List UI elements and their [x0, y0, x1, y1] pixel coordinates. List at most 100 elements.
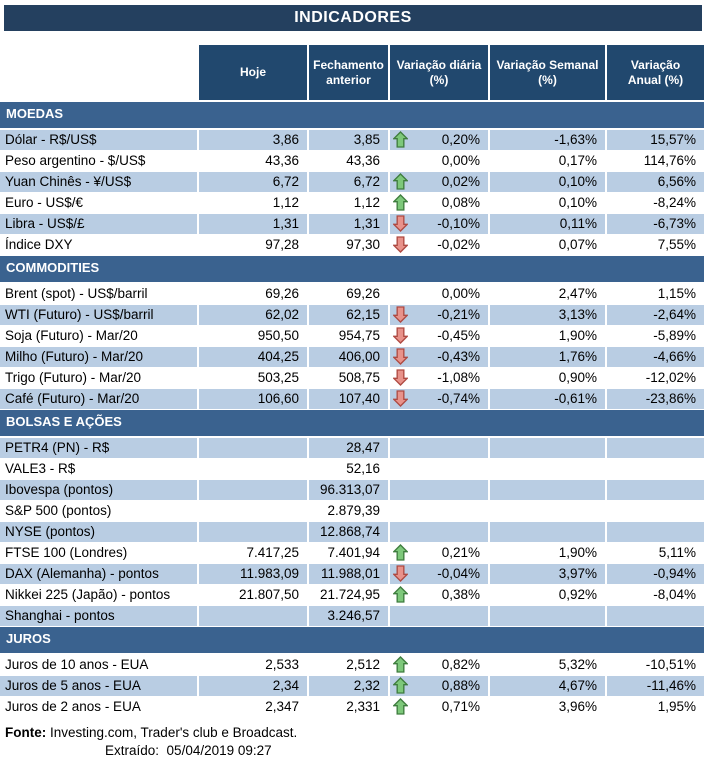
variacao-semanal-value — [490, 438, 607, 458]
table-row: Dólar - R$/US$ 3,86 3,85 0,20% -1,63% 15,57% — [0, 130, 704, 150]
variacao-semanal-value — [490, 522, 607, 542]
variacao-anual-value: -5,89% — [607, 326, 704, 346]
up-arrow-icon — [392, 677, 409, 696]
variacao-diaria-value: -0,21% — [390, 305, 490, 325]
extracted-label: Extraído: — [105, 743, 160, 758]
fechamento-anterior-value: 954,75 — [309, 326, 390, 346]
table-row: DAX (Alemanha) - pontos 11.983,09 11.988,0… — [0, 564, 704, 584]
table-row: Trigo (Futuro) - Mar/20 503,25 508,75 -1,08… — [0, 368, 704, 388]
variacao-semanal-value: 3,96% — [490, 697, 607, 717]
up-arrow-icon — [392, 173, 409, 192]
variacao-diaria-value: 0,88% — [390, 676, 490, 696]
variacao-semanal-value: 2,47% — [490, 284, 607, 304]
row-label: Yuan Chinês - ¥/US$ — [0, 172, 199, 192]
variacao-anual-value: -12,02% — [607, 368, 704, 388]
hoje-value: 69,26 — [199, 284, 309, 304]
row-label: Brent (spot) - US$/barril — [0, 284, 199, 304]
fechamento-anterior-value: 97,30 — [309, 235, 390, 255]
variacao-anual-value: -10,51% — [607, 655, 704, 675]
fechamento-anterior-value: 3.246,57 — [309, 606, 390, 626]
table-row: Juros de 5 anos - EUA 2,34 2,32 0,88% 4,67% -… — [0, 676, 704, 696]
fechamento-anterior-value: 11.988,01 — [309, 564, 390, 584]
row-label: Shanghai - pontos — [0, 606, 199, 626]
variacao-anual-value: 1,95% — [607, 697, 704, 717]
fechamento-anterior-value: 2.879,39 — [309, 501, 390, 521]
fechamento-anterior-value: 69,26 — [309, 284, 390, 304]
variacao-diaria-value: 0,82% — [390, 655, 490, 675]
variacao-anual-value: -8,04% — [607, 585, 704, 605]
variacao-diaria-value — [390, 522, 490, 542]
variacao-semanal-value: -0,61% — [490, 389, 607, 409]
table-row: NYSE (pontos) 12.868,74 — [0, 522, 704, 542]
hoje-value: 43,36 — [199, 151, 309, 171]
variacao-anual-value — [607, 459, 704, 479]
fechamento-anterior-value: 1,31 — [309, 214, 390, 234]
variacao-diaria-value — [390, 480, 490, 500]
variacao-anual-value: 7,55% — [607, 235, 704, 255]
fechamento-anterior-value: 1,12 — [309, 193, 390, 213]
row-label: Juros de 5 anos - EUA — [0, 676, 199, 696]
header-spacer — [0, 45, 199, 100]
fechamento-anterior-value: 7.401,94 — [309, 543, 390, 563]
footer: Fonte: Investing.com, Trader's club e Br… — [0, 724, 704, 759]
row-label: Dólar - R$/US$ — [0, 130, 199, 150]
table-row: Euro - US$/€ 1,12 1,12 0,08% 0,10% -8,24% — [0, 193, 704, 213]
table-row: S&P 500 (pontos) 2.879,39 — [0, 501, 704, 521]
variacao-diaria-value: -0,04% — [390, 564, 490, 584]
down-arrow-icon — [392, 565, 409, 584]
section-header-commodities: COMMODITIES — [0, 256, 704, 282]
variacao-anual-value — [607, 438, 704, 458]
down-arrow-icon — [392, 236, 409, 255]
variacao-semanal-value: 1,90% — [490, 326, 607, 346]
hoje-value: 950,50 — [199, 326, 309, 346]
section-header-juros: JUROS — [0, 627, 704, 653]
variacao-anual-value: -2,64% — [607, 305, 704, 325]
table-row: Brent (spot) - US$/barril 69,26 69,26 0,00%… — [0, 284, 704, 304]
hoje-value — [199, 480, 309, 500]
variacao-semanal-value: 3,13% — [490, 305, 607, 325]
column-header-variacao_diaria: Variação diária (%) — [390, 45, 490, 100]
variacao-diaria-value — [390, 459, 490, 479]
table-row: Ibovespa (pontos) 96.313,07 — [0, 480, 704, 500]
row-label: Nikkei 225 (Japão) - pontos — [0, 585, 199, 605]
row-label: FTSE 100 (Londres) — [0, 543, 199, 563]
variacao-anual-value: -8,24% — [607, 193, 704, 213]
up-arrow-icon — [392, 586, 409, 605]
variacao-diaria-value: 0,08% — [390, 193, 490, 213]
up-arrow-icon — [392, 656, 409, 675]
column-header-fechamento_anterior: Fechamento anterior — [309, 45, 390, 100]
variacao-diaria-value: 0,00% — [390, 284, 490, 304]
section-header-moedas: MOEDAS — [0, 102, 704, 128]
variacao-diaria-value: 0,00% — [390, 151, 490, 171]
fechamento-anterior-value: 2,32 — [309, 676, 390, 696]
variacao-semanal-value: 5,32% — [490, 655, 607, 675]
row-label: Euro - US$/€ — [0, 193, 199, 213]
hoje-value — [199, 522, 309, 542]
table-row: Yuan Chinês - ¥/US$ 6,72 6,72 0,02% 0,10% 6,5… — [0, 172, 704, 192]
fechamento-anterior-value: 43,36 — [309, 151, 390, 171]
variacao-anual-value: 114,76% — [607, 151, 704, 171]
variacao-semanal-value: 0,10% — [490, 172, 607, 192]
variacao-diaria-value: -0,45% — [390, 326, 490, 346]
row-label: VALE3 - R$ — [0, 459, 199, 479]
variacao-anual-value: -4,66% — [607, 347, 704, 367]
variacao-diaria-value: -0,10% — [390, 214, 490, 234]
table-row: Índice DXY 97,28 97,30 -0,02% 0,07% 7,55% — [0, 235, 704, 255]
variacao-diaria-value — [390, 438, 490, 458]
hoje-value: 106,60 — [199, 389, 309, 409]
variacao-diaria-value: 0,20% — [390, 130, 490, 150]
fechamento-anterior-value: 406,00 — [309, 347, 390, 367]
source-text: Investing.com, Trader's club e Broadcast… — [50, 725, 298, 740]
hoje-value — [199, 438, 309, 458]
variacao-semanal-value: 3,97% — [490, 564, 607, 584]
section-header-bolsas-e-a-es: BOLSAS E AÇÕES — [0, 410, 704, 436]
hoje-value — [199, 459, 309, 479]
row-label: PETR4 (PN) - R$ — [0, 438, 199, 458]
table-row: Nikkei 225 (Japão) - pontos 21.807,50 21.7… — [0, 585, 704, 605]
table-row: FTSE 100 (Londres) 7.417,25 7.401,94 0,21% 1… — [0, 543, 704, 563]
row-label: DAX (Alemanha) - pontos — [0, 564, 199, 584]
row-label: Juros de 2 anos - EUA — [0, 697, 199, 717]
variacao-anual-value: -23,86% — [607, 389, 704, 409]
variacao-semanal-value: 0,90% — [490, 368, 607, 388]
hoje-value: 21.807,50 — [199, 585, 309, 605]
